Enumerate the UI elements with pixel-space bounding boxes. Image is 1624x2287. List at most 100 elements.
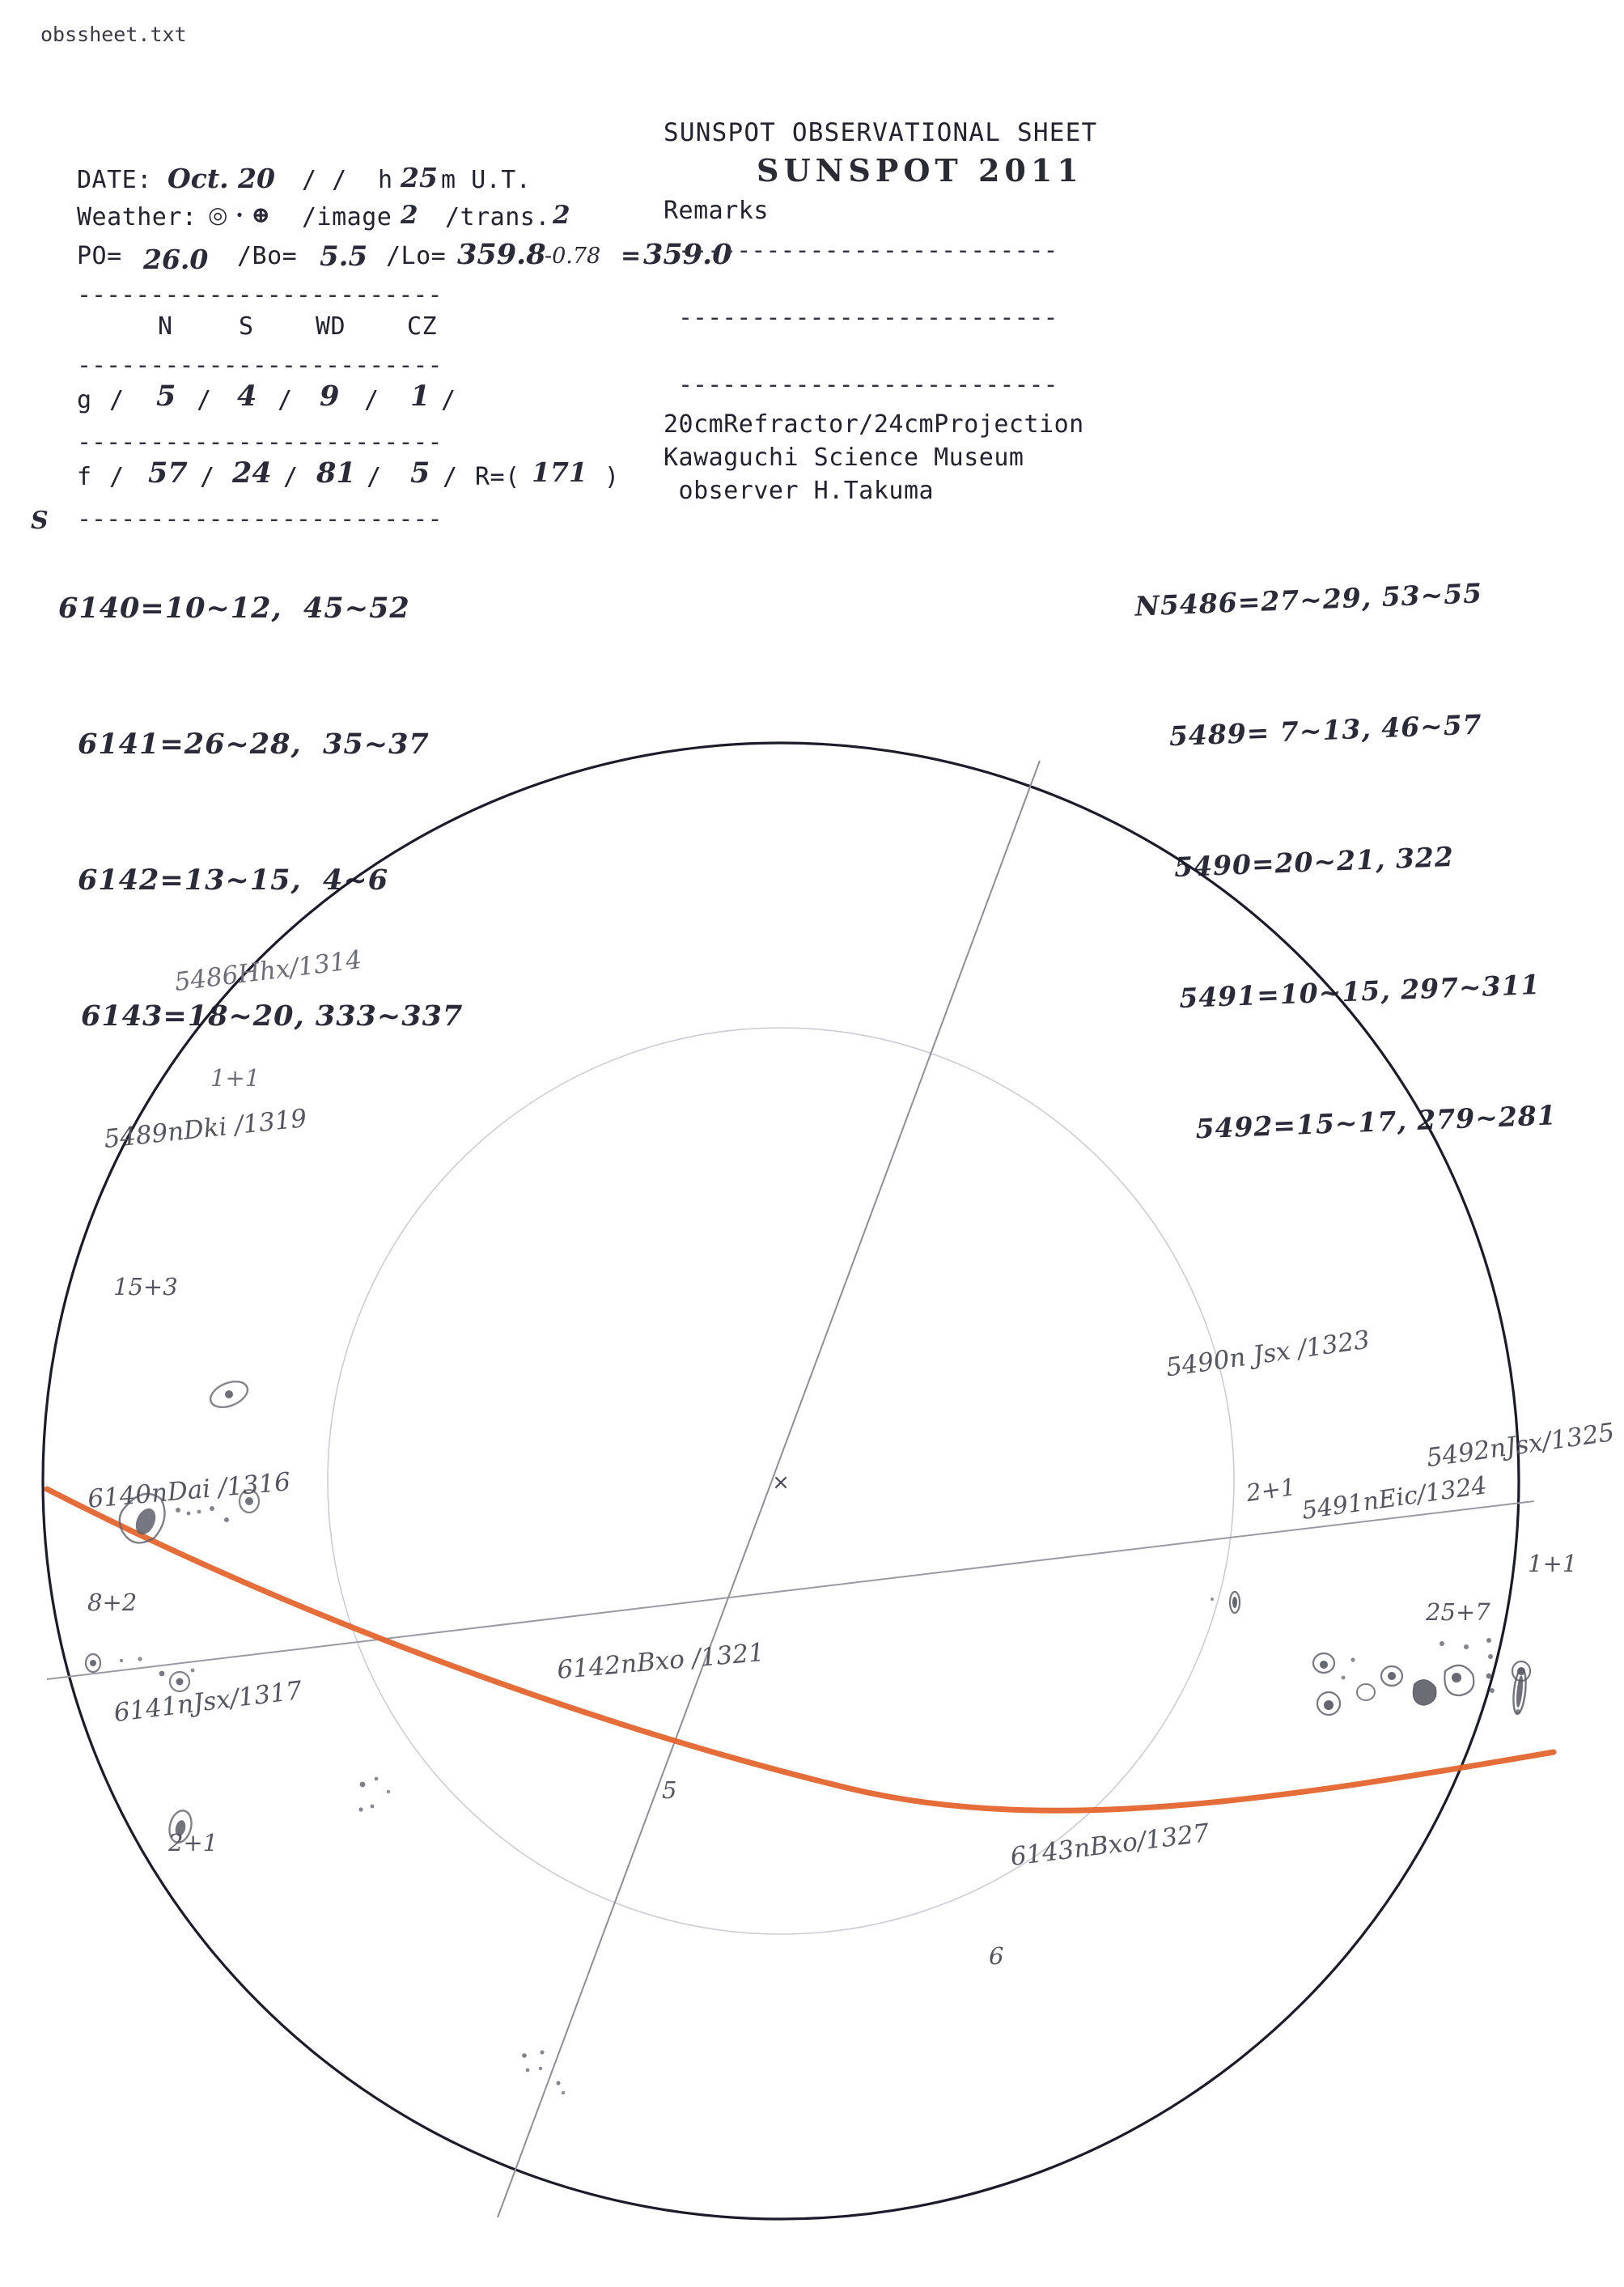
disk-count-5489: 15+3 [113, 1273, 178, 1300]
slash-g-1: / [197, 386, 212, 414]
equator-reference-line [46, 1500, 1535, 1680]
remarks-rule-2: -------------------------- [678, 303, 1058, 332]
r-value: 171 [532, 456, 587, 488]
south-note-line: 6143=18~20, 333~337 [81, 999, 464, 1033]
south-notes-prefix: S [31, 507, 49, 535]
bo-value: 5.5 [320, 240, 368, 273]
remarks-rule-3: -------------------------- [678, 371, 1058, 399]
po-label: PO= [77, 242, 122, 270]
disk-count-5492: 1+1 [1528, 1550, 1578, 1577]
f-value-cz: 5 [410, 456, 430, 490]
slash-f-4: / [443, 463, 458, 491]
weather-label: Weather: [77, 203, 197, 231]
sunspot-group-5490 [1211, 1590, 1241, 1614]
date-label: DATE: [77, 166, 152, 194]
column-header-n: N [158, 312, 173, 341]
lo-equals: = [621, 242, 642, 270]
south-note-line: 6141=26~28, 35~37 [78, 728, 430, 761]
sunspot-group-6141 [168, 1810, 193, 1844]
disk-center-marker: × [772, 1470, 790, 1495]
rule-4: ------------------------- [77, 505, 443, 533]
r-close: ) [604, 463, 620, 491]
image-label: /image [302, 203, 392, 231]
file-name-label: obssheet.txt [40, 23, 187, 46]
weather-symbol-icon: ◎ · ⊕ [208, 202, 271, 228]
date-separator: / / [302, 166, 347, 194]
lo-correction: -0.78 [545, 244, 601, 269]
slash-g-2: / [278, 386, 293, 414]
column-header-cz: CZ [407, 312, 438, 341]
instrument-line-2: Kawaguchi Science Museum [664, 443, 1024, 472]
polar-axis-line [497, 760, 1041, 2218]
remarks-label: Remarks [664, 197, 769, 225]
grid-circle-inner [327, 1027, 1235, 1935]
lo-result: 359.0 [643, 238, 732, 271]
date-row: DATE: Oct. 20 / / h 25 m U.T. [77, 162, 531, 198]
slash-f-1: / [200, 463, 215, 491]
heliographic-equator-curve [44, 1486, 1557, 1814]
solar-disk-drawing: × [32, 712, 1594, 2274]
rule-2: ------------------------- [77, 351, 443, 380]
lo-label: /Lo= [386, 242, 447, 270]
page-title: SUNSPOT OBSERVATIONAL SHEET [664, 118, 1098, 147]
column-header-wd: WD [316, 312, 346, 341]
disk-count-6143: 6 [989, 1942, 1004, 1970]
rule-3: ------------------------- [77, 428, 443, 456]
solar-limb [41, 741, 1520, 2221]
f-value-wd: 81 [316, 456, 356, 490]
hour-label: h [378, 166, 393, 194]
table-row: f / 57 / 24 / 81 / 5 / R=( 171 ) [77, 456, 619, 505]
po-value: 26.0 [143, 244, 209, 275]
sunspot-group-6140 [84, 1653, 195, 1693]
column-header-s: S [239, 312, 254, 341]
r-label: R=( [475, 463, 520, 491]
form-block: DATE: Oct. 20 / / h 25 m U.T. Weather: ◎… [77, 162, 732, 533]
date-value: Oct. 20 [167, 163, 275, 194]
slash-f-0: / [109, 463, 125, 491]
south-note-line: 6140=10~12, 45~52 [58, 592, 410, 625]
disk-count-6140: 8+2 [87, 1589, 138, 1616]
remarks-rule-1: -------------------------- [678, 236, 1058, 265]
f-value-s: 24 [232, 456, 272, 490]
trans-value: 2 [553, 201, 570, 230]
weather-row: Weather: ◎ · ⊕ /image 2 /trans. 2 [77, 201, 570, 237]
sunspot-group-5489 [118, 1488, 261, 1544]
sunspot-group-5491-spots [1312, 1638, 1532, 1716]
disk-count-5491: 25+7 [1426, 1598, 1490, 1626]
slash-g-0: / [109, 386, 125, 414]
image-value: 2 [401, 201, 418, 230]
row-label-g: g [77, 386, 92, 414]
disk-count-6141: 2+1 [168, 1829, 218, 1856]
po-bo-lo-row: PO= 26.0 /Bo= 5.5 /Lo= 359.8 -0.78 = 359… [77, 238, 732, 278]
row-label-f: f [77, 463, 92, 491]
sunspot-group-5486 [209, 1381, 249, 1408]
lo-value: 359.8 [457, 238, 546, 271]
minute-label: m U.T. [441, 166, 532, 194]
south-note-line: 6142=13~15, 4~6 [78, 863, 389, 897]
trans-label: /trans. [445, 203, 550, 231]
bo-label: /Bo= [237, 242, 298, 270]
g-value-n: 5 [156, 380, 176, 413]
north-note-line: N5486=27~29, 53~55 [1134, 577, 1483, 622]
sunspot-group-5492 [1512, 1667, 1527, 1716]
sunspot-group-6143 [522, 2050, 566, 2095]
disk-count-6142: 5 [662, 1776, 677, 1804]
minute-value: 25 [401, 162, 438, 193]
f-value-n: 57 [148, 456, 188, 490]
slash-f-2: / [283, 463, 299, 491]
table-row: g / 5 / 4 / 9 / 1 / [77, 380, 456, 428]
rule-1: ------------------------- [77, 281, 443, 309]
counts-table-header: N S WD CZ [77, 312, 443, 351]
g-value-cz: 1 [410, 380, 430, 413]
instrument-line-1: 20cmRefractor/24cmProjection [664, 410, 1084, 439]
slash-g-4: / [441, 386, 456, 414]
g-value-s: 4 [237, 380, 257, 413]
sunspot-year-stamp: SUNSPOT 2011 [757, 152, 1083, 189]
slash-f-3: / [367, 463, 382, 491]
instrument-line-3: observer H.Takuma [664, 477, 935, 505]
disk-count-5486: 1+1 [210, 1064, 261, 1092]
g-value-wd: 9 [320, 380, 340, 413]
slash-g-3: / [364, 386, 379, 414]
sunspot-group-6142 [358, 1776, 391, 1812]
